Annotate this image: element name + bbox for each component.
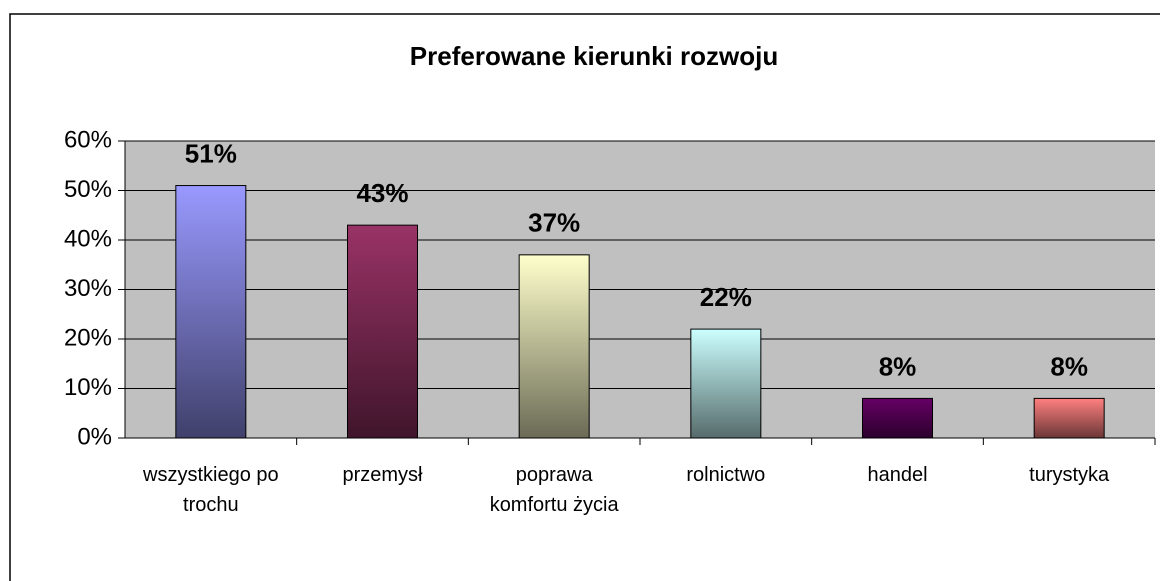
- bar: [347, 224, 418, 439]
- x-tick-label: poprawa komfortu życia: [489, 464, 619, 516]
- x-tick-label: turystyka: [1029, 464, 1110, 486]
- y-tick-label: 10%: [64, 374, 112, 401]
- y-tick-label: 50%: [64, 176, 112, 203]
- value-label: 22%: [700, 282, 752, 312]
- bar: [175, 185, 247, 439]
- x-tick-label: handel: [867, 464, 928, 486]
- bar: [690, 328, 762, 439]
- value-label: 51%: [185, 138, 237, 168]
- y-tick-label: 0%: [77, 423, 112, 450]
- bar: [518, 254, 590, 439]
- x-tick-label: przemysł: [342, 464, 423, 486]
- y-tick-label: 30%: [64, 275, 112, 302]
- value-label: 8%: [879, 351, 917, 381]
- value-label: 43%: [356, 178, 408, 208]
- chart-title: Preferowane kierunki rozwoju: [410, 41, 778, 71]
- x-tick-label: rolnictwo: [686, 464, 766, 486]
- value-label: 8%: [1050, 351, 1088, 381]
- bar: [1033, 397, 1105, 439]
- value-label: 37%: [528, 208, 580, 238]
- y-tick-label: 20%: [64, 324, 112, 351]
- x-tick-label: wszystkiego po trochu: [143, 464, 279, 516]
- bar: [862, 397, 933, 439]
- y-tick-label: 60%: [64, 126, 112, 153]
- y-tick-label: 40%: [64, 225, 112, 252]
